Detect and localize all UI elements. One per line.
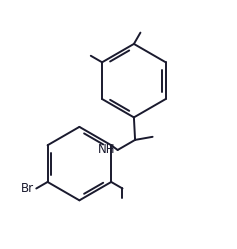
Text: NH: NH — [98, 143, 116, 156]
Text: Br: Br — [21, 182, 34, 195]
